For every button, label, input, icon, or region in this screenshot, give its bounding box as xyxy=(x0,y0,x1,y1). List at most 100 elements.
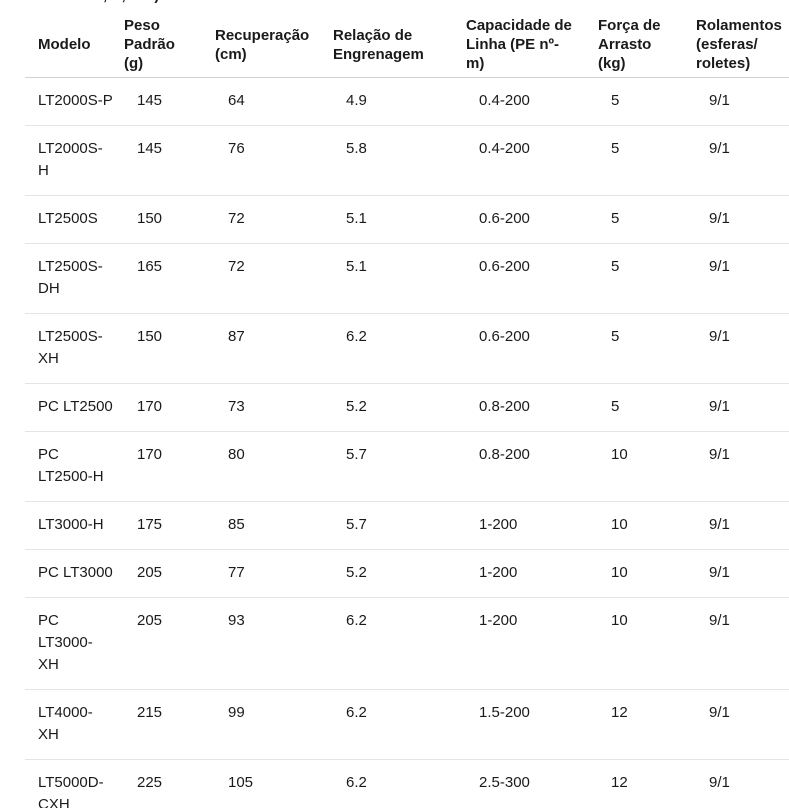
cell-peso-padrao: 170 xyxy=(137,446,163,463)
cell-forca-arrasto: 5 xyxy=(611,140,620,157)
table-row: PC LT3000 205 77 5.2 1-200 10 9/1 xyxy=(25,550,789,598)
cell-relacao-engrenagem: 5.2 xyxy=(346,398,367,415)
table-row: LT4000- XH 215 99 6.2 1.5-200 12 9/1 xyxy=(25,690,789,760)
cell-peso-padrao: 170 xyxy=(137,398,163,415)
cell-peso-padrao: 145 xyxy=(137,140,163,157)
cell-modelo: PC LT2500-H xyxy=(38,446,104,485)
table-row: PC LT2500-H 170 80 5.7 0.8-200 10 9/1 xyxy=(25,432,789,502)
cell-recuperacao: 77 xyxy=(228,564,245,581)
cell-recuperacao: 80 xyxy=(228,446,245,463)
cell-forca-arrasto: 10 xyxy=(611,516,628,533)
cell-relacao-engrenagem: 5.8 xyxy=(346,140,367,157)
table-row: LT2000S-P 145 64 4.9 0.4-200 5 9/1 xyxy=(25,78,789,126)
cell-capacidade-linha: 1-200 xyxy=(479,516,518,533)
col-header-capacidade-linha: Capacidade de Linha (PE nº- m) xyxy=(466,17,572,72)
cell-relacao-engrenagem: 5.7 xyxy=(346,446,367,463)
col-header-peso-padrao: Peso Padrão (g) xyxy=(124,17,175,72)
cell-peso-padrao: 165 xyxy=(137,258,163,275)
cell-recuperacao: 72 xyxy=(228,258,245,275)
clipped-text-artifact: ,9,5 ) xyxy=(103,0,233,7)
cell-rolamentos: 9/1 xyxy=(709,328,730,345)
cell-forca-arrasto: 10 xyxy=(611,564,628,581)
col-header-forca-arrasto: Força de Arrasto (kg) xyxy=(598,17,661,72)
cell-rolamentos: 9/1 xyxy=(709,516,730,533)
cell-capacidade-linha: 0.4-200 xyxy=(479,140,530,157)
cell-capacidade-linha: 0.8-200 xyxy=(479,446,530,463)
cell-forca-arrasto: 5 xyxy=(611,92,620,109)
cell-recuperacao: 72 xyxy=(228,210,245,227)
cell-recuperacao: 105 xyxy=(228,774,254,791)
cell-recuperacao: 87 xyxy=(228,328,245,345)
cell-capacidade-linha: 2.5-300 xyxy=(479,774,530,791)
table-row: PC LT2500 170 73 5.2 0.8-200 5 9/1 xyxy=(25,384,789,432)
cell-modelo: PC LT2500 xyxy=(38,398,113,415)
cell-relacao-engrenagem: 5.1 xyxy=(346,258,367,275)
cell-forca-arrasto: 10 xyxy=(611,612,628,629)
cell-recuperacao: 76 xyxy=(228,140,245,157)
cell-relacao-engrenagem: 5.1 xyxy=(346,210,367,227)
cell-rolamentos: 9/1 xyxy=(709,704,730,721)
table-row: LT5000D- CXH 225 105 6.2 2.5-300 12 9/1 xyxy=(25,760,789,808)
cell-modelo: LT2500S xyxy=(38,210,98,227)
cell-relacao-engrenagem: 6.2 xyxy=(346,328,367,345)
cell-peso-padrao: 205 xyxy=(137,564,163,581)
cell-modelo: LT5000D- CXH xyxy=(38,774,104,808)
cell-recuperacao: 85 xyxy=(228,516,245,533)
cell-modelo: PC LT3000 xyxy=(38,564,113,581)
table-row: LT2000S- H 145 76 5.8 0.4-200 5 9/1 xyxy=(25,126,789,196)
cell-relacao-engrenagem: 6.2 xyxy=(346,704,367,721)
cell-peso-padrao: 175 xyxy=(137,516,163,533)
cell-rolamentos: 9/1 xyxy=(709,140,730,157)
cell-peso-padrao: 145 xyxy=(137,92,163,109)
reel-spec-table: Modelo Peso Padrão (g) Recuperação (cm) … xyxy=(25,12,789,808)
col-header-rolamentos: Rolamentos (esferas/ roletes) xyxy=(696,17,782,72)
cell-recuperacao: 64 xyxy=(228,92,245,109)
table-row: LT2500S- DH 165 72 5.1 0.6-200 5 9/1 xyxy=(25,244,789,314)
cell-forca-arrasto: 12 xyxy=(611,774,628,791)
cell-rolamentos: 9/1 xyxy=(709,210,730,227)
cell-rolamentos: 9/1 xyxy=(709,258,730,275)
table-row: PC LT3000- XH 205 93 6.2 1-200 10 9/1 xyxy=(25,598,789,690)
cell-rolamentos: 9/1 xyxy=(709,774,730,791)
cell-modelo: PC LT3000- XH xyxy=(38,612,93,673)
cell-rolamentos: 9/1 xyxy=(709,612,730,629)
cell-modelo: LT2000S-P xyxy=(38,92,113,109)
cell-modelo: LT2500S- DH xyxy=(38,258,103,297)
cell-relacao-engrenagem: 5.2 xyxy=(346,564,367,581)
cell-relacao-engrenagem: 4.9 xyxy=(346,92,367,109)
clipped-text: ,9,5 ) xyxy=(103,0,233,4)
cell-peso-padrao: 205 xyxy=(137,612,163,629)
cell-modelo: LT2500S- XH xyxy=(38,328,103,367)
cell-peso-padrao: 150 xyxy=(137,328,163,345)
table-row: LT3000-H 175 85 5.7 1-200 10 9/1 xyxy=(25,502,789,550)
header-row: Modelo Peso Padrão (g) Recuperação (cm) … xyxy=(25,12,789,78)
cell-relacao-engrenagem: 6.2 xyxy=(346,612,367,629)
col-header-modelo: Modelo xyxy=(38,36,91,53)
cell-peso-padrao: 215 xyxy=(137,704,163,721)
cell-capacidade-linha: 0.6-200 xyxy=(479,258,530,275)
cell-forca-arrasto: 10 xyxy=(611,446,628,463)
table-row: LT2500S- XH 150 87 6.2 0.6-200 5 9/1 xyxy=(25,314,789,384)
cell-recuperacao: 93 xyxy=(228,612,245,629)
cell-rolamentos: 9/1 xyxy=(709,446,730,463)
cell-modelo: LT3000-H xyxy=(38,516,104,533)
cell-capacidade-linha: 1-200 xyxy=(479,564,518,581)
cell-capacidade-linha: 1.5-200 xyxy=(479,704,530,721)
cell-relacao-engrenagem: 6.2 xyxy=(346,774,367,791)
cell-capacidade-linha: 0.8-200 xyxy=(479,398,530,415)
cell-forca-arrasto: 5 xyxy=(611,398,620,415)
cell-forca-arrasto: 5 xyxy=(611,210,620,227)
cell-relacao-engrenagem: 5.7 xyxy=(346,516,367,533)
cell-peso-padrao: 225 xyxy=(137,774,163,791)
cell-capacidade-linha: 0.6-200 xyxy=(479,328,530,345)
cell-peso-padrao: 150 xyxy=(137,210,163,227)
cell-modelo: LT4000- XH xyxy=(38,704,93,743)
table-header: Modelo Peso Padrão (g) Recuperação (cm) … xyxy=(25,12,789,78)
table-row: LT2500S 150 72 5.1 0.6-200 5 9/1 xyxy=(25,196,789,244)
col-header-relacao-engrenagem: Relação de Engrenagem xyxy=(333,26,424,63)
col-header-recuperacao: Recuperação (cm) xyxy=(215,26,310,63)
cell-recuperacao: 73 xyxy=(228,398,245,415)
cell-rolamentos: 9/1 xyxy=(709,92,730,109)
cell-forca-arrasto: 5 xyxy=(611,258,620,275)
